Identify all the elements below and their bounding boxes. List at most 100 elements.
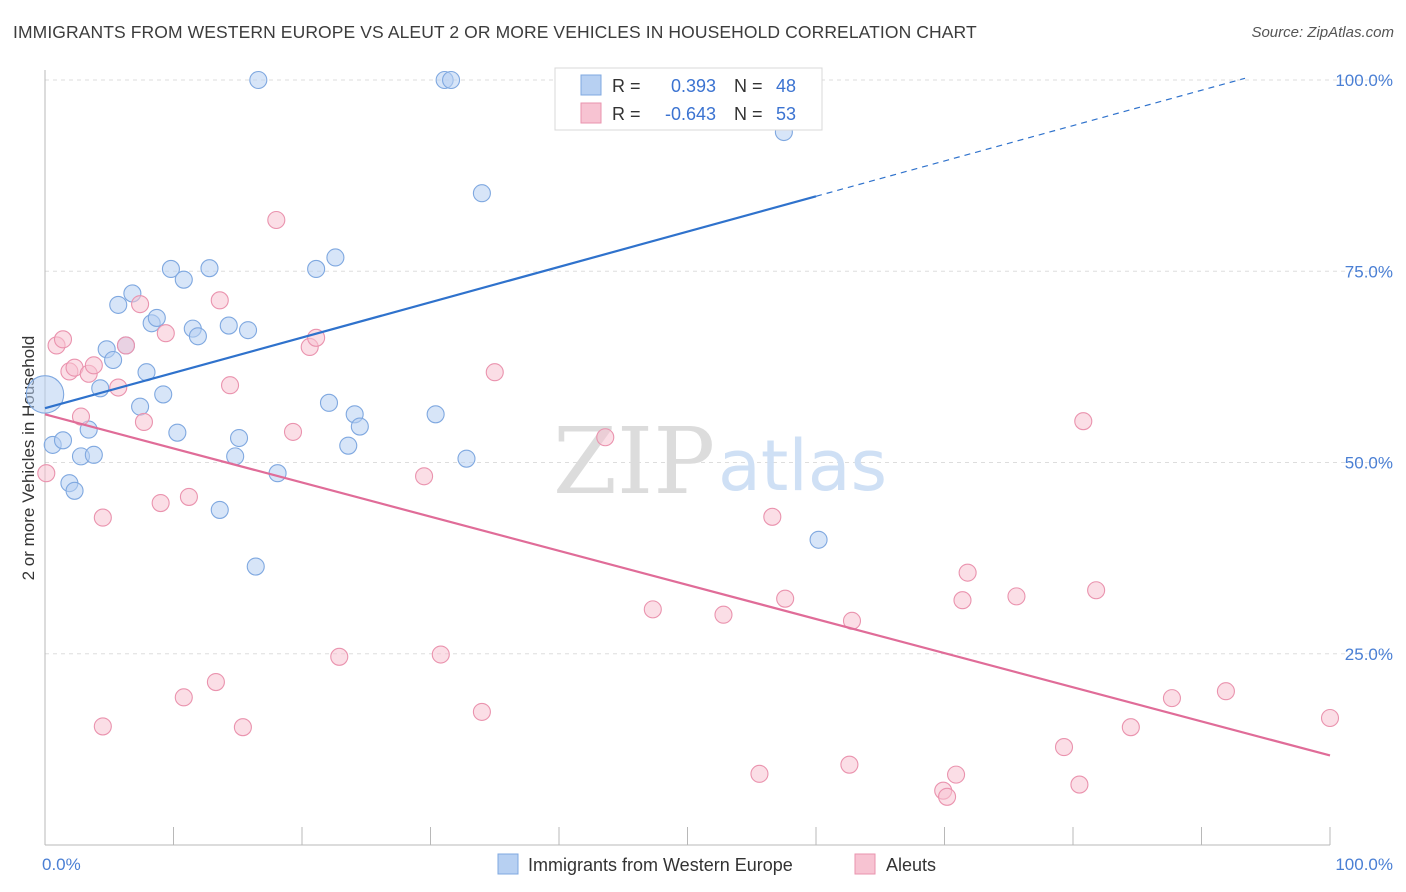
point-immigrants <box>210 500 229 519</box>
point-aleuts <box>53 330 73 349</box>
y-axis-label: 2 or more Vehicles in Household <box>19 336 38 581</box>
point-aleuts <box>179 487 198 506</box>
point-immigrants <box>200 259 219 278</box>
point-immigrants <box>84 445 103 464</box>
point-immigrants <box>339 436 358 455</box>
y-tick-label: 75.0% <box>1345 262 1393 281</box>
point-aleuts <box>1121 718 1140 737</box>
legend-label-aleuts: Aleuts <box>886 855 936 875</box>
trend-lines <box>44 77 1331 757</box>
point-aleuts <box>714 605 733 624</box>
legend-swatch-aleuts <box>854 853 876 875</box>
point-aleuts <box>206 673 225 692</box>
legend-label-immigrants: Immigrants from Western Europe <box>528 855 793 875</box>
point-aleuts <box>958 563 977 582</box>
point-immigrants <box>472 184 491 203</box>
source-credit: Source: ZipAtlas.com <box>1251 24 1394 41</box>
point-immigrants <box>268 464 287 483</box>
point-immigrants <box>319 393 339 412</box>
point-aleuts <box>485 363 504 382</box>
point-immigrants <box>168 423 187 442</box>
point-aleuts <box>93 508 112 527</box>
point-aleuts <box>220 376 240 395</box>
y-tick-label: 25.0% <box>1345 645 1393 664</box>
point-immigrants <box>426 405 445 424</box>
point-aleuts <box>37 464 56 483</box>
point-aleuts <box>938 787 957 806</box>
point-aleuts <box>156 324 175 343</box>
chart-title: IMMIGRANTS FROM WESTERN EUROPE VS ALEUT … <box>13 22 977 42</box>
point-aleuts <box>840 755 859 774</box>
point-aleuts <box>151 493 170 513</box>
point-aleuts <box>283 422 303 441</box>
watermark-zip: ZIP <box>553 408 715 515</box>
point-immigrants <box>154 385 173 404</box>
stats-pink-n-label: N = <box>734 104 763 124</box>
stats-box: R = 0.393 N = 48 R = -0.643 N = 53 <box>554 67 823 131</box>
point-aleuts <box>1074 412 1093 431</box>
stats-blue-r-value: 0.393 <box>671 76 716 96</box>
stats-swatch-blue <box>580 74 602 96</box>
point-aleuts <box>596 428 615 447</box>
legend-swatch-immigrants <box>497 853 519 875</box>
point-immigrants <box>53 431 73 450</box>
point-aleuts <box>472 702 491 721</box>
watermark: ZIP atlas <box>553 408 887 515</box>
point-aleuts <box>776 589 795 608</box>
stats-blue-r-label: R = <box>612 76 641 96</box>
stats-blue-n-value: 48 <box>776 76 796 96</box>
point-immigrants <box>104 350 123 370</box>
point-aleuts <box>643 600 662 619</box>
point-aleuts <box>93 717 112 736</box>
point-immigrants <box>442 70 461 90</box>
watermark-atlas: atlas <box>718 425 887 507</box>
point-aleuts <box>953 591 972 610</box>
y-tick-label: 100.0% <box>1335 71 1393 90</box>
trend-line-immigrants-extension <box>815 77 1246 197</box>
point-immigrants <box>246 557 265 576</box>
trend-line-aleuts <box>44 413 1331 757</box>
point-immigrants <box>219 316 238 335</box>
stats-blue-n-label: N = <box>734 76 763 96</box>
point-immigrants <box>109 295 128 314</box>
point-aleuts <box>1070 775 1089 794</box>
point-immigrants <box>326 248 345 267</box>
point-aleuts <box>1320 708 1340 728</box>
point-immigrants <box>161 259 180 279</box>
trend-line-immigrants <box>44 195 817 410</box>
point-aleuts <box>1054 738 1074 757</box>
point-aleuts <box>750 764 769 783</box>
stats-pink-r-value: -0.643 <box>665 104 716 124</box>
point-aleuts <box>84 356 103 375</box>
point-aleuts <box>330 647 349 666</box>
point-immigrants <box>457 449 476 468</box>
point-immigrants <box>350 417 369 436</box>
point-aleuts <box>1087 581 1106 600</box>
y-tick-label: 50.0% <box>1345 454 1393 473</box>
point-immigrants <box>25 375 65 414</box>
x-tick-label: 0.0% <box>42 855 81 874</box>
point-aleuts <box>1007 587 1026 606</box>
stats-pink-n-value: 53 <box>776 104 796 124</box>
point-aleuts <box>210 291 229 310</box>
point-aleuts <box>415 467 434 486</box>
point-aleuts <box>131 295 150 314</box>
point-immigrants <box>249 70 268 90</box>
point-immigrants <box>307 259 326 279</box>
stats-swatch-pink <box>580 102 602 124</box>
legend: Immigrants from Western Europe Aleuts <box>497 853 936 875</box>
point-aleuts <box>1162 689 1181 708</box>
point-aleuts <box>174 688 193 707</box>
gridlines <box>45 79 1390 655</box>
point-aleuts <box>71 407 91 426</box>
point-aleuts <box>1216 682 1235 701</box>
tick-labels: 25.0% 50.0% 75.0% 100.0% 0.0% 100.0% <box>42 71 1393 874</box>
point-immigrants <box>238 321 258 340</box>
series-aleuts-points <box>37 210 1340 806</box>
point-immigrants <box>147 308 166 327</box>
point-aleuts <box>134 412 153 432</box>
point-immigrants <box>65 481 84 500</box>
series-immigrants-points <box>25 70 828 576</box>
point-immigrants <box>131 397 150 416</box>
